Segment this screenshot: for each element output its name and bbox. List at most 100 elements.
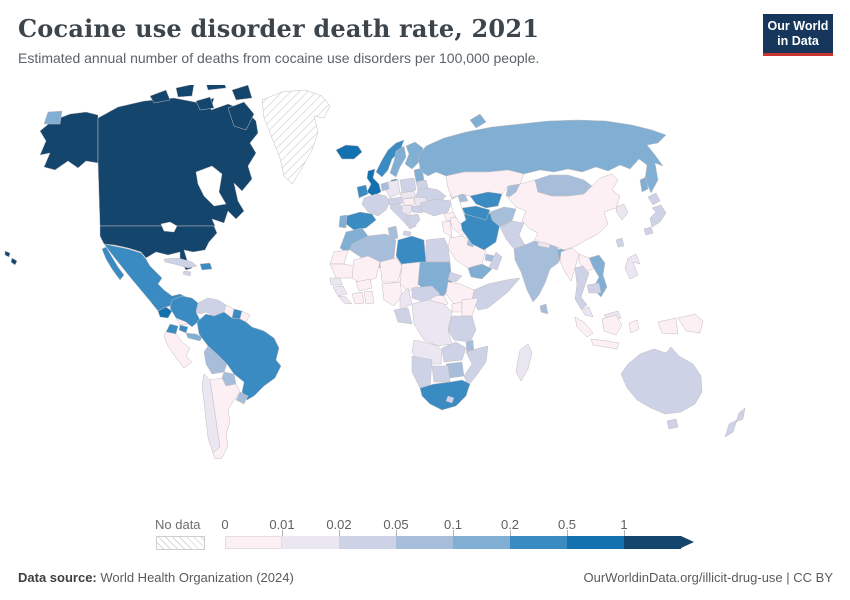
country-yemen[interactable] [467,263,493,280]
legend-bin-0.2[interactable] [510,536,567,549]
country-uruguay[interactable] [235,391,249,405]
country-turkey[interactable] [419,198,453,217]
legend-bin-1[interactable] [624,536,681,549]
country-gabon-congo[interactable] [393,307,413,325]
country-tanzania[interactable] [447,315,477,343]
country-canada[interactable] [195,96,215,111]
country-ghana[interactable] [363,290,375,305]
country-oman[interactable] [488,251,503,271]
country-united-states[interactable] [10,257,18,266]
country-poland[interactable] [399,177,417,194]
country-ireland[interactable] [356,184,369,199]
country-uzbekistan[interactable] [469,191,503,209]
country-russia[interactable] [469,113,487,129]
legend-bin-0.01[interactable] [282,536,339,549]
owid-logo[interactable]: Our World in Data [763,14,833,56]
country-indonesia[interactable] [590,338,620,350]
country-jamaica[interactable] [182,270,192,277]
country-united-states[interactable] [39,111,99,171]
country-benelux[interactable] [380,181,390,192]
country-russia[interactable] [639,176,649,193]
country-iceland[interactable] [335,144,363,160]
legend-bin-0.05[interactable] [396,536,453,549]
country-algeria[interactable] [349,233,397,269]
country-south-africa[interactable] [419,379,471,411]
country-france[interactable] [361,193,391,217]
country-indonesia[interactable] [574,316,594,338]
country-indonesia[interactable] [628,319,640,334]
country-argentina[interactable] [209,377,241,460]
country-canada[interactable] [231,84,253,101]
country-australia[interactable] [620,346,703,415]
country-burkina-faso[interactable] [355,278,373,292]
country-new-zealand[interactable] [735,407,746,423]
country-korea[interactable] [615,203,629,221]
country-italy[interactable] [402,230,412,237]
country-cuba[interactable] [163,257,198,269]
legend-no-data-swatch[interactable] [156,536,205,550]
country-uganda[interactable] [451,301,463,313]
country-mauritania[interactable] [329,263,355,279]
country-india[interactable] [513,240,564,303]
country-canada[interactable] [149,89,171,104]
country-indonesia[interactable] [657,317,679,335]
country-cameroon[interactable] [399,287,413,311]
country-costa-rica[interactable] [178,324,189,334]
country-bolivia[interactable] [203,345,228,375]
country-dominican-republic[interactable] [199,262,213,271]
country-namibia[interactable] [411,355,433,389]
country-kenya[interactable] [461,297,479,317]
country-mexico[interactable] [103,243,187,312]
country-spain[interactable] [345,211,377,231]
country-myanmar[interactable] [559,247,580,282]
country-zambia[interactable] [441,341,467,363]
legend-bin-0.02[interactable] [339,536,396,549]
country-japan[interactable] [649,204,667,228]
country-mongolia[interactable] [534,174,593,197]
country-mozambique[interactable] [463,345,489,387]
country-papua-new-guinea[interactable] [677,313,704,334]
country-guatemala[interactable] [157,306,173,319]
country-central-african-republic[interactable] [411,285,441,303]
country-madagascar[interactable] [515,343,533,382]
country-senegal[interactable] [329,277,343,286]
country-cambodia[interactable] [586,282,602,294]
country-cote-divoire[interactable] [351,291,365,305]
country-egypt[interactable] [425,237,451,263]
country-western-sahara[interactable] [329,249,349,265]
country-tunisia[interactable] [387,225,399,241]
country-greece[interactable] [407,213,421,228]
country-lesotho[interactable] [445,395,455,404]
country-russia[interactable] [43,110,63,125]
country-hungary[interactable] [403,197,415,206]
country-vietnam[interactable] [588,254,608,298]
country-taiwan[interactable] [615,237,625,248]
country-greenland[interactable] [261,89,331,185]
country-canada[interactable] [175,83,195,98]
country-switzerland-austria[interactable] [387,196,404,206]
country-finland[interactable] [404,141,424,170]
legend-bin-0[interactable] [225,536,282,549]
country-sri-lanka[interactable] [539,303,549,315]
country-canada[interactable] [227,101,255,131]
country-guinea[interactable] [332,285,348,297]
country-turkmenistan[interactable] [461,205,491,221]
country-indonesia[interactable] [601,314,623,336]
country-panama[interactable] [185,332,203,342]
legend-bin-0.1[interactable] [453,536,510,549]
country-niger[interactable] [379,257,403,283]
country-japan[interactable] [643,226,654,236]
country-eritrea[interactable] [447,271,463,283]
country-portugal[interactable] [338,214,348,229]
country-norway[interactable] [375,139,405,178]
country-japan[interactable] [647,192,661,206]
country-australia[interactable] [666,418,679,430]
country-pakistan[interactable] [499,220,526,250]
country-mali[interactable] [351,255,381,285]
country-botswana[interactable] [431,365,451,383]
country-sweden[interactable] [389,145,407,178]
legend-bin-0.5[interactable] [567,536,624,549]
country-kazakhstan[interactable] [445,169,525,199]
country-nigeria[interactable] [381,281,403,307]
country-new-zealand[interactable] [724,419,738,438]
